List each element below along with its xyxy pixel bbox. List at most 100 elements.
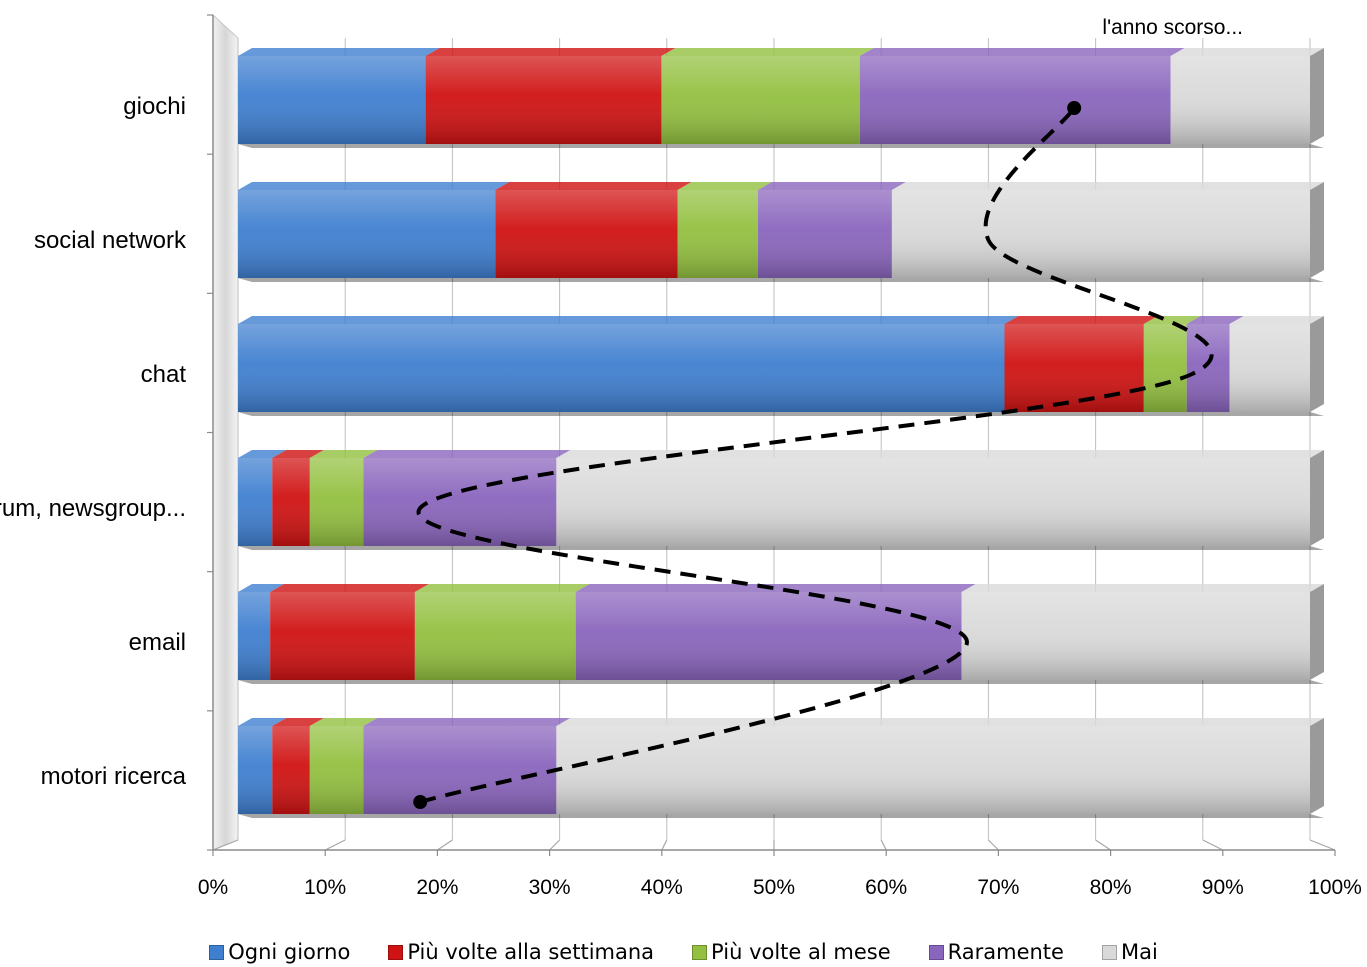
bar-shading <box>238 190 496 278</box>
bar-bottom-edge <box>1229 412 1324 416</box>
bar-top-face <box>661 48 874 56</box>
bar-segment <box>238 182 510 282</box>
bar-top-face <box>891 182 1324 190</box>
category-labels: giochi social network chat forum, newsgroup… <box>0 93 187 790</box>
trend-start-dot <box>413 795 428 809</box>
bar-top-face <box>556 450 1324 458</box>
bar-bottom-edge <box>495 278 692 282</box>
bar-segment <box>575 584 976 684</box>
bar-top-face <box>677 182 772 190</box>
bar-segment <box>238 718 287 818</box>
category-label: motori ricerca <box>41 763 187 790</box>
bar-shading <box>309 726 364 814</box>
bar-shading <box>425 56 662 144</box>
bar-bottom-edge <box>1143 412 1201 416</box>
bar-top-face <box>270 584 429 592</box>
annotation-text: l'anno scorso... <box>1102 16 1243 39</box>
x-tick-label: 0% <box>198 876 228 899</box>
bar-top-face <box>309 450 378 458</box>
bar-top-face <box>238 316 1019 324</box>
x-tick-label: 20% <box>416 876 458 899</box>
bar-shading <box>238 726 273 814</box>
legend-item: Mai <box>1101 940 1158 964</box>
bar-bottom-edge <box>891 278 1324 282</box>
bar-bottom-edge <box>270 680 429 684</box>
x-tick-label: 70% <box>977 876 1019 899</box>
bar-segment <box>425 48 676 148</box>
bar-bottom-edge <box>556 814 1324 818</box>
bar-top-face <box>238 48 440 56</box>
bar-shading <box>270 592 415 680</box>
x-tick-label: 100% <box>1308 876 1362 899</box>
floor-gridline <box>661 839 668 851</box>
floor-gridline <box>987 839 999 851</box>
bar-shading <box>363 458 557 546</box>
bar-top-face <box>272 450 324 458</box>
bar-bottom-edge <box>414 680 590 684</box>
legend-item: Ogni giorno <box>209 940 350 964</box>
legend-swatch <box>928 944 944 960</box>
trend-end-dot <box>1067 101 1082 115</box>
bar-segment <box>272 450 324 550</box>
bar-top-face <box>1229 316 1324 324</box>
bar-shading <box>1143 324 1187 412</box>
bar-top-face <box>575 584 976 592</box>
bar-end-cap <box>1310 316 1324 412</box>
bar-shading <box>859 56 1171 144</box>
bar-top-face <box>556 718 1324 726</box>
chart: giochi social network chat forum, newsgroup… <box>0 13 1362 899</box>
legend-label: Raramente <box>947 940 1064 964</box>
bar-shading <box>1229 324 1310 412</box>
bar-segment <box>238 48 440 148</box>
bar-segment <box>363 450 571 550</box>
floor-gridline <box>324 839 346 851</box>
bar-bottom-edge <box>1170 144 1324 148</box>
legend-swatch <box>1101 944 1117 960</box>
bar-top-face <box>238 450 287 458</box>
bar-shading <box>238 458 273 546</box>
bar-segment <box>677 182 772 282</box>
bar-shading <box>1004 324 1144 412</box>
bar-bottom-edge <box>272 814 324 818</box>
x-tick-label: 60% <box>865 876 907 899</box>
x-tick-label: 80% <box>1090 876 1132 899</box>
floor-gridline <box>212 839 239 851</box>
floor-gridline <box>437 839 453 851</box>
bar-top-face <box>495 182 692 190</box>
bar-shading <box>238 592 271 680</box>
bar-bottom-edge <box>859 144 1185 148</box>
bar-segment <box>1229 316 1324 416</box>
bar-shading <box>363 726 557 814</box>
bar-end-cap <box>1310 584 1324 680</box>
bar-top-face <box>238 718 287 726</box>
bar-top-face <box>425 48 676 56</box>
left-wall <box>212 13 239 851</box>
legend-swatch <box>209 944 225 960</box>
legend-label: Ogni giorno <box>228 940 351 964</box>
category-label: chat <box>141 361 187 388</box>
x-tick-label: 40% <box>641 876 683 899</box>
bar-bottom-edge <box>238 814 287 818</box>
bar-shading <box>556 726 1310 814</box>
category-label: social network <box>34 227 187 254</box>
bar-bottom-edge <box>757 278 906 282</box>
bar-top-face <box>757 182 906 190</box>
bar-bottom-edge <box>425 144 676 148</box>
bar-segment <box>859 48 1185 148</box>
bars <box>238 48 1324 818</box>
bar-shading <box>961 592 1310 680</box>
bar-shading <box>495 190 678 278</box>
bar-shading <box>238 56 426 144</box>
bar-shading <box>309 458 364 546</box>
legend: Ogni giorno Più volte alla settimana Più v… <box>0 937 1367 967</box>
bar-bottom-edge <box>363 814 571 818</box>
gridlines <box>212 38 1336 851</box>
bar-segment <box>1170 48 1324 148</box>
bar-segment <box>556 450 1324 550</box>
bar-segment <box>661 48 874 148</box>
bar-bottom-edge <box>238 278 510 282</box>
category-label: email <box>129 629 186 656</box>
bar-shading <box>661 56 860 144</box>
floor-gridline <box>880 839 887 851</box>
bar-segment <box>238 316 1019 416</box>
